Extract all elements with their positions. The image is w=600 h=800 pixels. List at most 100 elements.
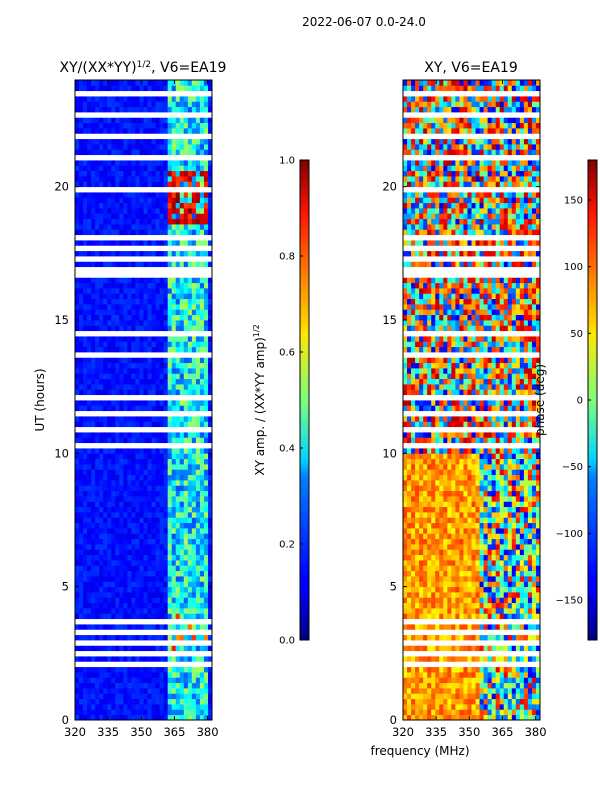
heatmap-cell (171, 133, 177, 140)
heatmap-cell (111, 544, 116, 550)
heatmap-cell (203, 245, 209, 252)
heatmap-cell (79, 149, 84, 156)
heatmap-cell (119, 442, 124, 449)
heatmap-cell (119, 544, 124, 550)
heatmap-cell (119, 714, 124, 721)
heatmap-cell (131, 570, 136, 577)
heatmap-cell (119, 202, 124, 209)
heatmap-cell (87, 693, 92, 700)
heatmap-cell (131, 304, 136, 310)
heatmap-cell (151, 496, 156, 502)
heatmap-cell (119, 133, 124, 140)
heatmap-cell (147, 330, 152, 337)
heatmap-cell (123, 341, 128, 348)
heatmap-cell (91, 304, 96, 310)
heatmap-cell (143, 320, 148, 326)
heatmap-cell (463, 677, 468, 684)
heatmap-cell (123, 496, 128, 502)
heatmap-cell (455, 677, 460, 684)
heatmap-cell (131, 160, 136, 166)
heatmap-cell (107, 512, 112, 518)
heatmap-cell (167, 384, 173, 390)
heatmap-cell (191, 538, 197, 545)
heatmap-cell (195, 234, 201, 241)
heatmap-cell (531, 698, 537, 705)
heatmap-cell (471, 629, 476, 636)
heatmap-cell (95, 240, 100, 246)
heatmap-cell (491, 677, 497, 684)
heatmap-cell (83, 570, 88, 577)
heatmap-cell (139, 517, 144, 524)
heatmap-cell (487, 592, 493, 598)
heatmap-cell (147, 656, 152, 662)
heatmap-cell (99, 309, 104, 316)
heatmap-cell (423, 672, 428, 678)
heatmap-cell (151, 410, 156, 417)
heatmap-cell (119, 490, 124, 497)
heatmap-cell (411, 661, 416, 668)
heatmap-cell (163, 122, 169, 129)
heatmap-cell (99, 549, 104, 556)
heatmap-cell (503, 661, 509, 668)
heatmap-cell (183, 544, 189, 550)
heatmap-cell (163, 309, 169, 316)
heatmap-cell (191, 645, 197, 652)
heatmap-cell (75, 384, 80, 390)
heatmap-cell (175, 650, 181, 657)
heatmap-cell (75, 202, 80, 209)
heatmap-cell (131, 528, 136, 534)
heatmap-cell (83, 293, 88, 300)
heatmap-cell (119, 533, 124, 540)
heatmap-cell (131, 709, 136, 716)
heatmap-cell (147, 490, 152, 497)
heatmap-cell (139, 464, 144, 470)
heatmap-cell (115, 416, 120, 422)
heatmap-cell (83, 490, 88, 497)
heatmap-cell (103, 469, 108, 476)
heatmap-cell (475, 629, 480, 636)
heatmap-cell (87, 709, 92, 716)
heatmap-cell (135, 432, 140, 438)
heatmap-cell (75, 453, 80, 460)
heatmap-cell (471, 613, 476, 620)
heatmap-cell (99, 90, 104, 97)
heatmap-cell (115, 357, 120, 364)
heatmap-cell (423, 624, 428, 630)
heatmap-cell (119, 266, 124, 273)
heatmap-cell (123, 437, 128, 444)
heatmap-cell (183, 85, 189, 92)
heatmap-cell (159, 421, 165, 428)
heatmap-cell (119, 282, 124, 289)
heatmap-cell (503, 656, 509, 662)
heatmap-cell (135, 517, 140, 524)
heatmap-cell (423, 581, 428, 588)
heatmap-cell (143, 597, 148, 604)
heatmap-cell (151, 250, 156, 257)
heatmap-cell (535, 688, 541, 694)
heatmap-cell (135, 256, 140, 262)
heatmap-cell (135, 304, 140, 310)
heatmap-cell (127, 506, 132, 513)
heatmap-cell (523, 693, 529, 700)
heatmap-cell (203, 208, 209, 214)
heatmap-cell (163, 405, 169, 412)
heatmap-cell (207, 405, 213, 412)
heatmap-cell (451, 597, 456, 604)
heatmap-cell (131, 576, 136, 582)
heatmap-cell (447, 666, 452, 673)
heatmap-cell (519, 661, 525, 668)
heatmap-cell (95, 112, 100, 118)
heatmap-cell (143, 96, 148, 102)
heatmap-cell (187, 693, 193, 700)
heatmap-cell (167, 229, 173, 236)
heatmap-cell (403, 581, 408, 588)
heatmap-cell (203, 640, 209, 646)
heatmap-cell (87, 186, 92, 193)
heatmap-cell (427, 682, 432, 689)
phase-title: XY, V6=EA19 (424, 60, 518, 76)
heatmap-cell (111, 112, 116, 118)
heatmap-cell (127, 197, 132, 204)
heatmap-cell (115, 218, 120, 225)
heatmap-cell (179, 181, 185, 188)
heatmap-cell (123, 480, 128, 486)
